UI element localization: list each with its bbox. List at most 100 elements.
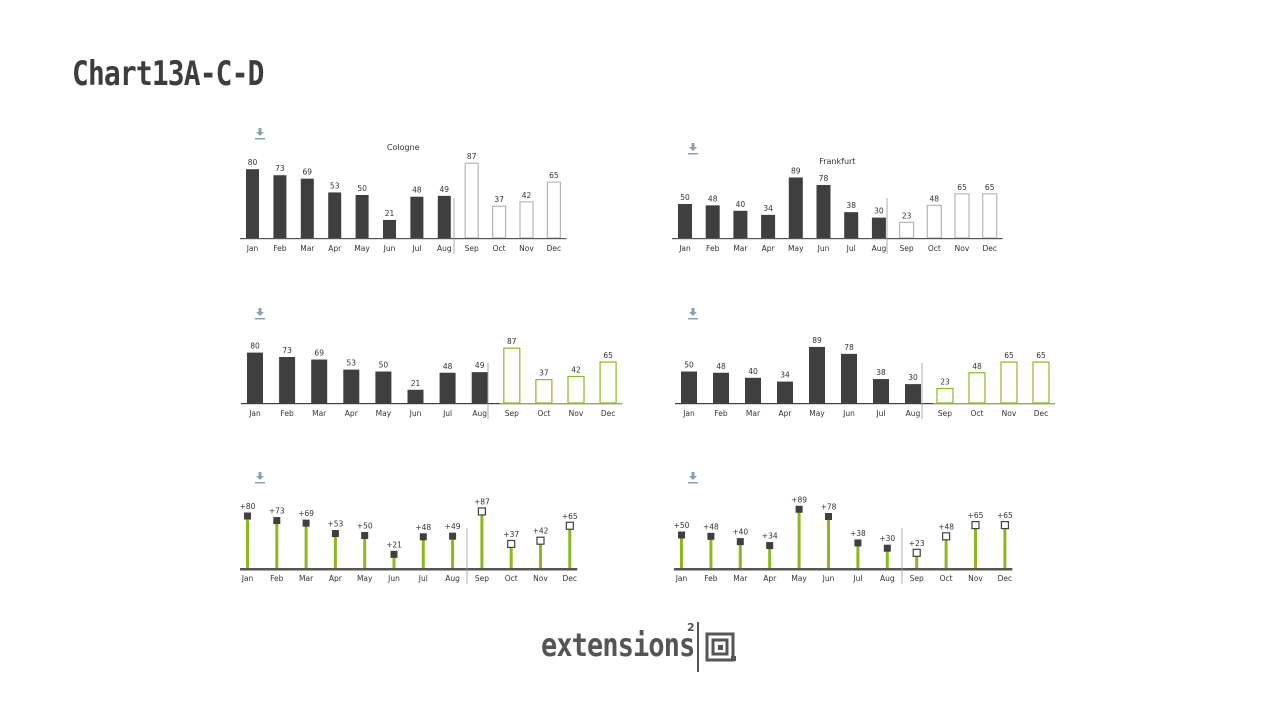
tick-label: Dec	[982, 244, 997, 253]
extensions-logo: extensions 2	[541, 620, 741, 674]
x-axis	[672, 238, 1003, 240]
data-label: 89	[812, 336, 822, 345]
data-label: +48	[415, 523, 431, 532]
data-label: +78	[821, 503, 837, 512]
bar-jan	[681, 371, 697, 403]
data-label: 40	[748, 367, 758, 376]
tick-label: Dec	[601, 409, 616, 418]
download-icon[interactable]	[255, 308, 265, 320]
x-axis	[240, 238, 567, 240]
tick-label: Apr	[779, 409, 793, 418]
tick-label: Jan	[248, 409, 261, 418]
tick-label: Aug	[872, 244, 887, 253]
tick-label: Nov	[519, 244, 534, 253]
bar-may	[809, 346, 825, 403]
data-label: +73	[269, 507, 285, 516]
pin-stem-jul	[421, 536, 425, 568]
bar-may	[355, 195, 369, 238]
bar-mar	[745, 377, 761, 403]
data-label: +48	[938, 522, 954, 531]
data-label: 80	[250, 342, 260, 351]
tick-label: Feb	[270, 574, 284, 583]
tick-label: Aug	[906, 409, 921, 418]
tick-label: Jul	[852, 574, 862, 583]
tick-label: Dec	[998, 574, 1013, 583]
tick-label: Mar	[300, 244, 315, 253]
tick-label: Feb	[273, 244, 287, 253]
data-label: 50	[379, 361, 389, 370]
data-label: 78	[844, 343, 854, 352]
pin-stem-jul	[856, 542, 860, 568]
tick-label: Jan	[678, 244, 691, 253]
data-label: +53	[327, 520, 343, 529]
tick-label: Sep	[505, 409, 519, 418]
data-label: +40	[732, 528, 748, 537]
bar-sep	[503, 347, 521, 404]
tick-label: Jan	[241, 574, 254, 583]
data-label: 73	[275, 164, 285, 173]
bar-sep	[936, 387, 954, 404]
tick-label: Aug	[880, 574, 895, 583]
bar-jan	[678, 204, 692, 238]
download-icon[interactable]	[255, 128, 265, 140]
data-label: 34	[780, 371, 790, 380]
tick-label: Oct	[940, 574, 953, 583]
data-label: 65	[549, 171, 559, 180]
pin-head-may	[795, 505, 803, 513]
pin-head-jan	[244, 512, 251, 520]
pin-head-mar	[302, 519, 310, 527]
bar-sep	[899, 221, 915, 239]
chart-5: +80 Jan +73 Feb +69 Mar +53 Apr +50 May +21 Jun +48 J…	[240, 472, 578, 584]
x-axis-forecast	[933, 403, 1055, 405]
download-icon[interactable]	[688, 308, 698, 320]
data-label: 48	[930, 194, 940, 203]
data-label: +65	[562, 512, 578, 521]
data-label: 23	[902, 211, 912, 220]
tick-label: Jul	[418, 574, 428, 583]
tick-label: Apr	[762, 244, 776, 253]
pin-head-apr	[766, 542, 774, 550]
bar-jul	[873, 379, 889, 403]
bar-oct	[492, 205, 507, 239]
logo-superscript: 2	[687, 621, 695, 634]
tick-label: May	[788, 244, 804, 253]
data-label: 73	[282, 346, 292, 355]
data-label: 21	[385, 209, 395, 218]
bar-dec	[599, 361, 617, 404]
download-icon[interactable]	[255, 472, 265, 484]
bar-jun	[841, 353, 857, 403]
pin-head-dec	[565, 521, 574, 530]
pin-stem-jan	[246, 516, 249, 568]
tick-label: Aug	[437, 244, 452, 253]
pin-head-jul	[419, 533, 427, 541]
pin-head-sep	[477, 507, 486, 516]
tick-label: Aug	[472, 409, 487, 418]
tick-label: Jun	[383, 244, 396, 253]
tick-label: Jun	[387, 574, 400, 583]
data-label: 78	[819, 174, 829, 183]
pin-stem-oct	[944, 536, 948, 568]
data-label: 65	[603, 351, 613, 360]
download-icon[interactable]	[688, 143, 698, 155]
tick-label: Jul	[875, 409, 885, 418]
bar-sep	[464, 162, 479, 239]
pin-stem-feb	[709, 536, 713, 568]
bar-jun	[383, 219, 396, 238]
tick-label: Apr	[763, 574, 777, 583]
chart-title: Frankfurt	[819, 157, 855, 166]
pin-head-jul	[854, 539, 862, 547]
tick-label: Nov	[1002, 409, 1017, 418]
x-axis	[675, 403, 1055, 405]
data-label: 48	[972, 362, 982, 371]
pin-stem-nov	[974, 525, 977, 568]
data-label: +23	[909, 539, 925, 548]
page-title: Chart13A-C-D	[72, 54, 264, 94]
bar-dec	[546, 181, 561, 239]
pin-stem-nov	[539, 540, 542, 568]
pin-head-jan	[678, 531, 685, 539]
tick-label: Mar	[312, 409, 327, 418]
logo-mark-icon	[705, 632, 736, 662]
pin-stem-dec	[1003, 525, 1007, 568]
download-icon[interactable]	[688, 472, 698, 484]
tick-label: Dec	[547, 244, 562, 253]
